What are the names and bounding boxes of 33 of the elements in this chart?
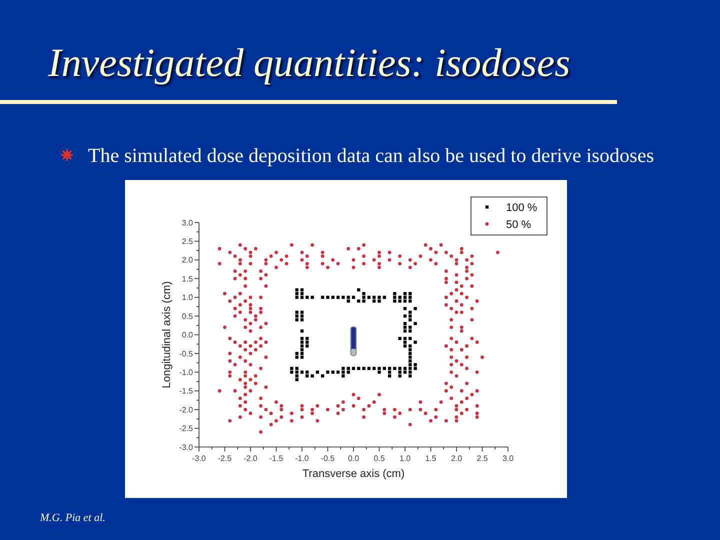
x-tick-label: 1.0 — [399, 454, 412, 463]
x-tick-label: -1.0 — [295, 454, 310, 463]
y-tick-label: 1.0 — [182, 293, 194, 302]
y-tick-label: 0.0 — [182, 330, 194, 340]
y-tick-label: 1.5 — [182, 274, 194, 284]
text: M.G. Pia et al. — [39, 512, 106, 524]
y-tick-label: -1.0 — [179, 368, 194, 377]
legend-label: 50 % — [506, 218, 532, 231]
y-tick-label: -0.5 — [179, 349, 194, 358]
x-tick-label: -2.0 — [244, 454, 258, 463]
x-tick-label: 0.5 — [374, 454, 386, 463]
y-tick-label: -3.0 — [179, 442, 194, 452]
x-axis-title: Transverse axis (cm) — [302, 468, 405, 480]
x-tick-label: -0.5 — [320, 454, 336, 463]
legend-label: 100 % — [506, 202, 538, 214]
y-tick-label: -2.5 — [179, 424, 194, 434]
y-tick-label: 0.5 — [182, 312, 194, 321]
y-axis-title: Longitudinal axis (cm) — [161, 281, 173, 388]
chart-title: Investigated quantities: isodoses — [47, 40, 570, 85]
x-tick-label: 3.0 — [502, 454, 514, 463]
x-tick-label: -1.5 — [269, 454, 284, 463]
y-tick-label: 2.5 — [182, 237, 194, 246]
x-tick-label: 2.5 — [476, 454, 488, 463]
x-tick-label: -2.5 — [218, 454, 232, 463]
chart-subtitle: The simulated dose deposition data can also be used to derive isodoses — [88, 145, 654, 167]
x-tick-label: 0.0 — [348, 454, 360, 463]
y-tick-label: -2.0 — [179, 405, 194, 414]
x-tick-label: -3.0 — [192, 454, 206, 463]
x-tick-label: 2.0 — [450, 454, 463, 463]
x-tick-label: 1.5 — [425, 454, 437, 463]
y-tick-label: 3.0 — [182, 218, 194, 228]
y-tick-label: 2.0 — [182, 256, 194, 265]
y-tick-label: -1.5 — [179, 386, 194, 396]
